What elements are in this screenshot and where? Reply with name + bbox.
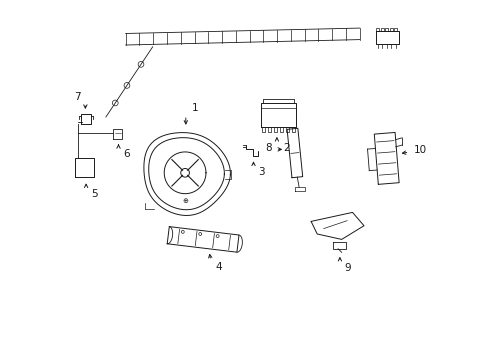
Text: 2: 2 — [283, 143, 289, 153]
Text: 7: 7 — [74, 92, 80, 102]
Text: 10: 10 — [413, 145, 426, 155]
Text: ⊕: ⊕ — [182, 198, 188, 204]
Text: 4: 4 — [215, 262, 222, 272]
Text: 6: 6 — [122, 149, 129, 159]
Text: 9: 9 — [344, 263, 350, 273]
Text: 5: 5 — [91, 189, 97, 199]
Text: 1: 1 — [192, 103, 199, 113]
Text: 3: 3 — [257, 167, 264, 177]
Text: 8: 8 — [265, 143, 272, 153]
